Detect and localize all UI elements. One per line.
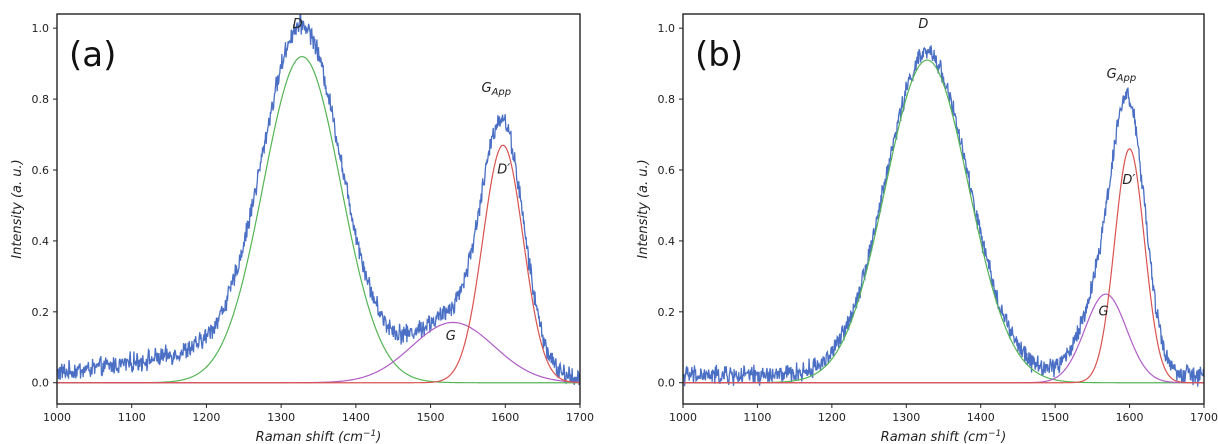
series-fit-3 <box>683 147 1204 384</box>
y-tick-label: 0.0 <box>32 377 50 390</box>
y-tick-label: 0.6 <box>658 164 676 177</box>
peak-annotation: G <box>446 329 456 344</box>
plot-frame <box>682 13 1205 405</box>
x-tick-label: 1000 <box>669 411 697 424</box>
y-axis-label: Intensity (a. u.) <box>10 159 25 258</box>
plot-area <box>57 14 580 386</box>
x-tick-label: 1300 <box>892 411 920 424</box>
x-tick-label: 1500 <box>417 411 445 424</box>
series-fit-3 <box>57 144 580 384</box>
peak-annotation: G <box>1098 304 1108 319</box>
x-tick-label: 1600 <box>1116 411 1144 424</box>
x-tick-label: 1700 <box>566 411 594 424</box>
chart-panel-a: 1000 1100 1200 1300 1400 1500 1600 1700 0.0 0.2 0.… <box>10 13 594 444</box>
peak-annotation: GApp <box>1107 67 1137 84</box>
series-raw-spectrum <box>57 14 580 386</box>
x-tick-label: 1100 <box>743 411 771 424</box>
series-fit-2 <box>683 293 1204 384</box>
peak-annotation: GApp <box>482 81 512 98</box>
y-tick-label: 1.0 <box>658 22 676 35</box>
x-tick-label: 1500 <box>1041 411 1069 424</box>
y-tick-label: 0.2 <box>658 306 676 319</box>
y-tick-label: 0.4 <box>32 235 50 248</box>
peak-annotation: D <box>918 17 928 32</box>
x-tick-label: 1400 <box>342 411 370 424</box>
panel-label: (b) <box>695 35 743 75</box>
chart-panel-b: 1000 1100 1200 1300 1400 1500 1600 1700 0.0 0.2 0.… <box>636 13 1218 444</box>
x-tick-label: 1000 <box>43 411 71 424</box>
series-fit-1 <box>683 59 1204 384</box>
y-tick-label: 1.0 <box>32 22 50 35</box>
plot-frame <box>56 13 581 405</box>
y-tick-label: 0.6 <box>32 164 50 177</box>
x-axis-label: Raman shift (cm−1) <box>881 429 1007 444</box>
series-raw-spectrum <box>683 45 1204 387</box>
x-tick-label: 1100 <box>118 411 146 424</box>
peak-annotation: D′ <box>497 163 510 178</box>
y-tick-label: 0.0 <box>658 377 676 390</box>
series-fit-2 <box>57 321 580 384</box>
plot-area <box>683 45 1204 387</box>
peak-annotation: D <box>293 17 303 32</box>
x-tick-label: 1200 <box>818 411 846 424</box>
y-tick-label: 0.4 <box>658 235 676 248</box>
peak-annotation: D′ <box>1122 173 1135 188</box>
y-tick-label: 0.2 <box>32 306 50 319</box>
y-tick-label: 0.8 <box>658 93 676 106</box>
x-tick-label: 1200 <box>192 411 220 424</box>
x-tick-label: 1600 <box>491 411 519 424</box>
x-tick-label: 1700 <box>1190 411 1218 424</box>
x-axis-label: Raman shift (cm−1) <box>256 429 382 444</box>
y-tick-label: 0.8 <box>32 93 50 106</box>
x-tick-label: 1300 <box>267 411 295 424</box>
y-axis-label: Intensity (a. u.) <box>636 159 651 258</box>
series-fit-1 <box>57 55 580 384</box>
panel-label: (a) <box>69 35 116 75</box>
x-tick-label: 1400 <box>967 411 995 424</box>
